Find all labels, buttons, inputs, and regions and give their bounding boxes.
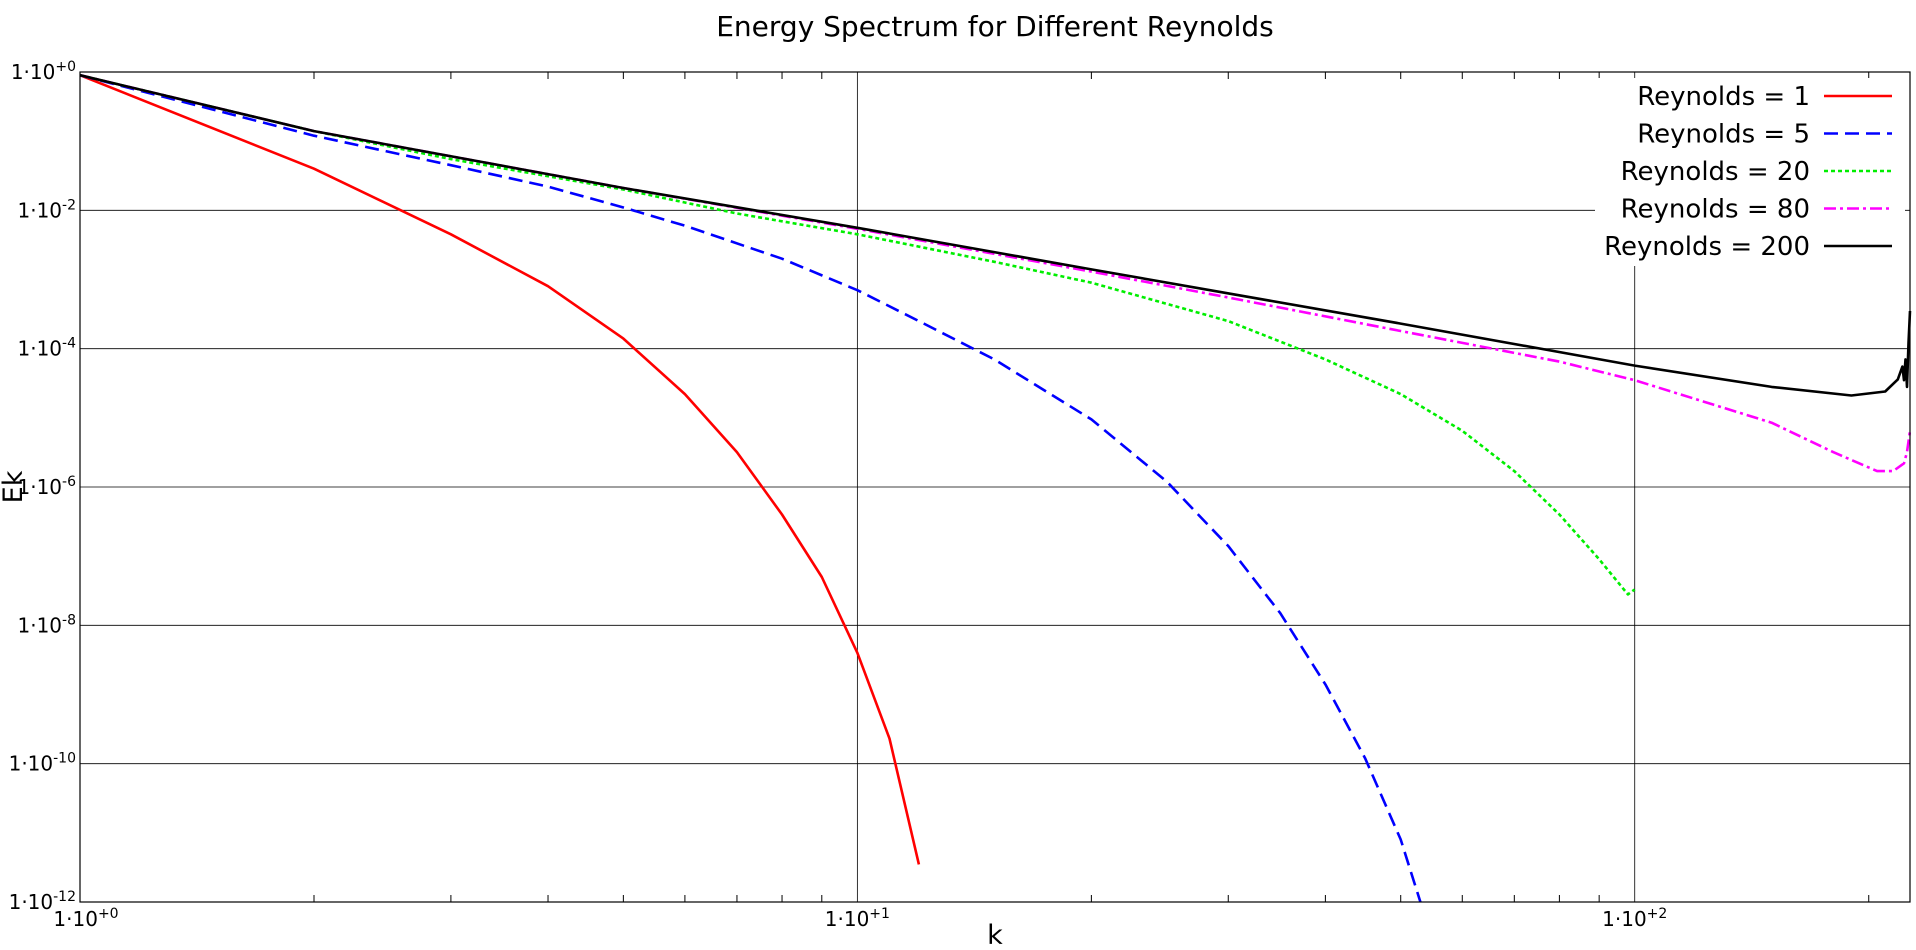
legend: Reynolds = 1 Reynolds = 5 Reynolds = 20 Rey… [1595,78,1905,266]
tick-labels: 1·10+0 1·10+1 1·10+2 1·10+0 1·10-2 1·10-4 1·10… [9,59,1870,931]
y-tick-label-1: 1·10-2 [18,197,77,222]
chart-title: Energy Spectrum for Different Reynolds [716,10,1274,43]
x-tick-label-1: 1·10+1 [825,906,890,931]
legend-label-2: Reynolds = 5 [1637,120,1810,150]
series-line-3 [79,73,1636,596]
series-line-2 [79,73,1422,903]
grid [80,72,1910,902]
y-tick-label-4: 1·10-8 [18,612,77,637]
series-layer [79,73,1912,903]
legend-label-1: Reynolds = 1 [1637,82,1810,112]
y-tick-label-3: 1·10-6 [18,474,77,499]
legend-label-5: Reynolds = 200 [1604,232,1810,262]
y-axis-label: Ek [0,470,29,503]
legend-label-4: Reynolds = 80 [1621,195,1810,225]
legend-label-3: Reynolds = 20 [1621,157,1810,187]
x-tick-label-0: 1·10+0 [53,906,118,931]
x-axis-label: k [987,920,1003,950]
plot-frame [79,71,1911,903]
series-line-5 [79,73,1912,397]
y-tick-label-6: 1·10-12 [9,889,76,914]
y-tick-label-0: 1·10+0 [11,59,76,84]
series-line-1 [79,73,921,865]
y-tick-label-5: 1·10-10 [9,751,76,776]
y-tick-label-2: 1·10-4 [18,336,77,361]
x-tick-label-2: 1·10+2 [1602,906,1667,931]
